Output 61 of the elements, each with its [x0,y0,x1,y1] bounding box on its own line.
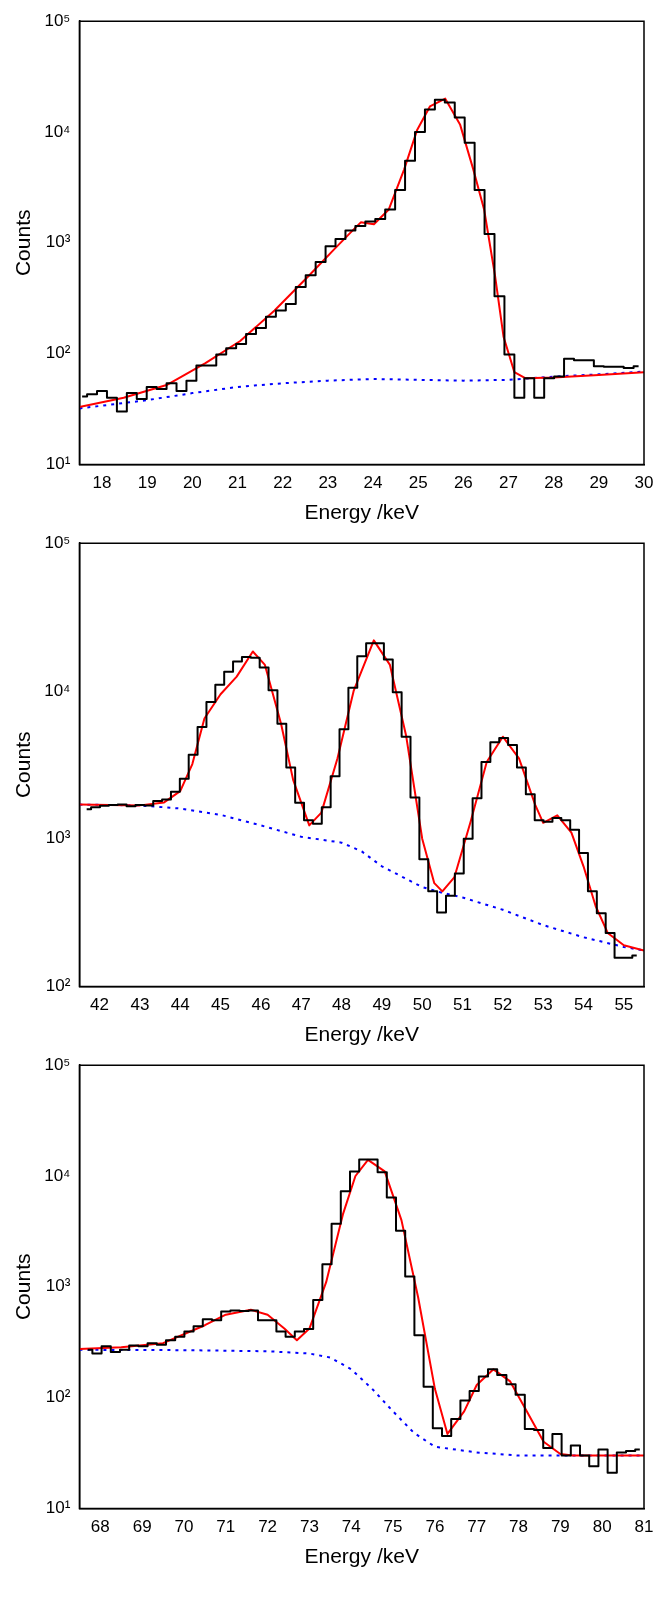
x-tick-label: 46 [251,995,271,1015]
x-tick-label: 71 [216,1517,236,1537]
y-tick-label: 10¹ [45,454,71,474]
x-axis-title: Energy /keV [304,1022,419,1046]
x-tick-label: 52 [493,995,513,1015]
x-tick-label: 50 [412,995,432,1015]
x-tick-label: 30 [634,473,654,493]
y-tick-label: 10³ [45,1276,71,1296]
x-tick-label: 70 [174,1517,194,1537]
x-axis-title: Energy /keV [304,500,419,524]
y-axis-title: Counts [11,731,35,799]
x-tick-label: 27 [499,473,518,493]
y-tick-label: 10² [45,343,71,363]
x-tick-label: 43 [130,995,150,1015]
x-tick-label: 51 [453,995,472,1015]
x-tick-label: 72 [258,1517,278,1537]
x-tick-label: 45 [211,995,231,1015]
x-tick-label: 55 [614,995,634,1015]
x-tick-label: 18 [92,473,112,493]
y-tick-label: 10⁵ [44,532,71,552]
y-tick-label: 10⁵ [44,10,71,30]
y-tick-label: 10⁴ [44,121,71,141]
y-tick-label: 10⁴ [44,680,71,700]
x-tick-label: 73 [299,1517,319,1537]
x-tick-label: 68 [90,1517,110,1537]
x-tick-label: 28 [544,473,564,493]
y-tick-label: 10³ [45,828,71,848]
x-tick-label: 21 [228,473,247,493]
x-tick-label: 26 [453,473,473,493]
y-axis-title: Counts [11,209,35,277]
x-tick-label: 19 [137,473,157,493]
y-tick-label: 10² [45,976,71,996]
x-tick-label: 78 [509,1517,528,1537]
x-tick-label: 29 [589,473,609,493]
y-tick-label: 10¹ [45,1498,71,1518]
x-tick-label: 54 [574,995,593,1015]
x-tick-label: 69 [132,1517,152,1537]
x-tick-label: 44 [170,995,190,1015]
x-tick-label: 42 [90,995,110,1015]
x-tick-label: 74 [341,1517,361,1537]
x-tick-label: 53 [533,995,553,1015]
x-tick-label: 80 [592,1517,612,1537]
x-tick-label: 75 [383,1517,403,1537]
x-tick-label: 81 [634,1517,654,1537]
y-tick-label: 10² [45,1387,71,1407]
x-tick-label: 25 [408,473,428,493]
x-tick-label: 20 [182,473,202,493]
x-tick-label: 23 [318,473,338,493]
x-tick-label: 48 [332,995,351,1015]
y-tick-label: 10³ [45,232,71,252]
x-tick-label: 76 [425,1517,445,1537]
x-tick-label: 24 [363,473,383,493]
y-tick-label: 10⁴ [44,1165,71,1185]
y-axis-title: Counts [11,1253,35,1321]
x-tick-label: 47 [291,995,311,1015]
x-tick-label: 79 [550,1517,570,1537]
x-tick-label: 77 [467,1517,487,1537]
x-tick-label: 49 [372,995,392,1015]
x-tick-label: 22 [273,473,293,493]
y-tick-label: 10⁵ [44,1054,71,1074]
x-axis-title: Energy /keV [304,1544,419,1568]
